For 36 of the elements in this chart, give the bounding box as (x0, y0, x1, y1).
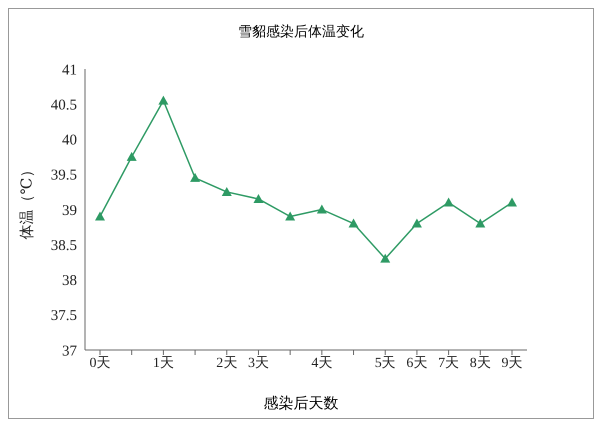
point (412, 218, 422, 228)
y-tick-label: 38.5 (50, 238, 77, 254)
y-tick-label: 38 (62, 273, 77, 290)
point (126, 152, 137, 161)
y-tick-label: 41 (62, 62, 77, 78)
y-tick-label: 40 (62, 132, 77, 149)
x-tick-label: 1天 (152, 356, 174, 371)
point (348, 218, 359, 228)
point (380, 254, 390, 263)
y-tick-label: 39 (62, 202, 77, 219)
x-tick-label: 2天 (216, 356, 238, 371)
x-tick-label: 8天 (470, 356, 491, 371)
point (316, 204, 327, 214)
x-tick-label: 3天 (248, 356, 269, 371)
y-axis-title: 体温（℃） (18, 162, 36, 240)
point (444, 197, 454, 206)
point (95, 212, 105, 221)
x-tick-label: 5天 (374, 356, 396, 371)
y-tick-label: 40.5 (50, 97, 77, 114)
x-tick-label: 6天 (406, 356, 428, 371)
y-tick-label: 37 (62, 343, 78, 360)
x-tick-label: 7天 (438, 356, 460, 371)
point (475, 218, 486, 228)
point (285, 212, 296, 221)
point (222, 186, 232, 196)
y-tick-label: 39.5 (50, 168, 77, 184)
y-tick-label: 37.5 (50, 308, 77, 324)
point (190, 172, 200, 182)
x-tick-label: 9天 (502, 356, 522, 371)
point (158, 96, 168, 105)
chart-title: 雪貂感染后体温变化 (237, 23, 365, 41)
x-tick-label: 0天 (90, 356, 110, 371)
x-axis-title: 感染后天数 (262, 394, 340, 413)
point (253, 194, 264, 203)
point (507, 197, 517, 206)
x-tick-label: 4天 (311, 356, 332, 371)
